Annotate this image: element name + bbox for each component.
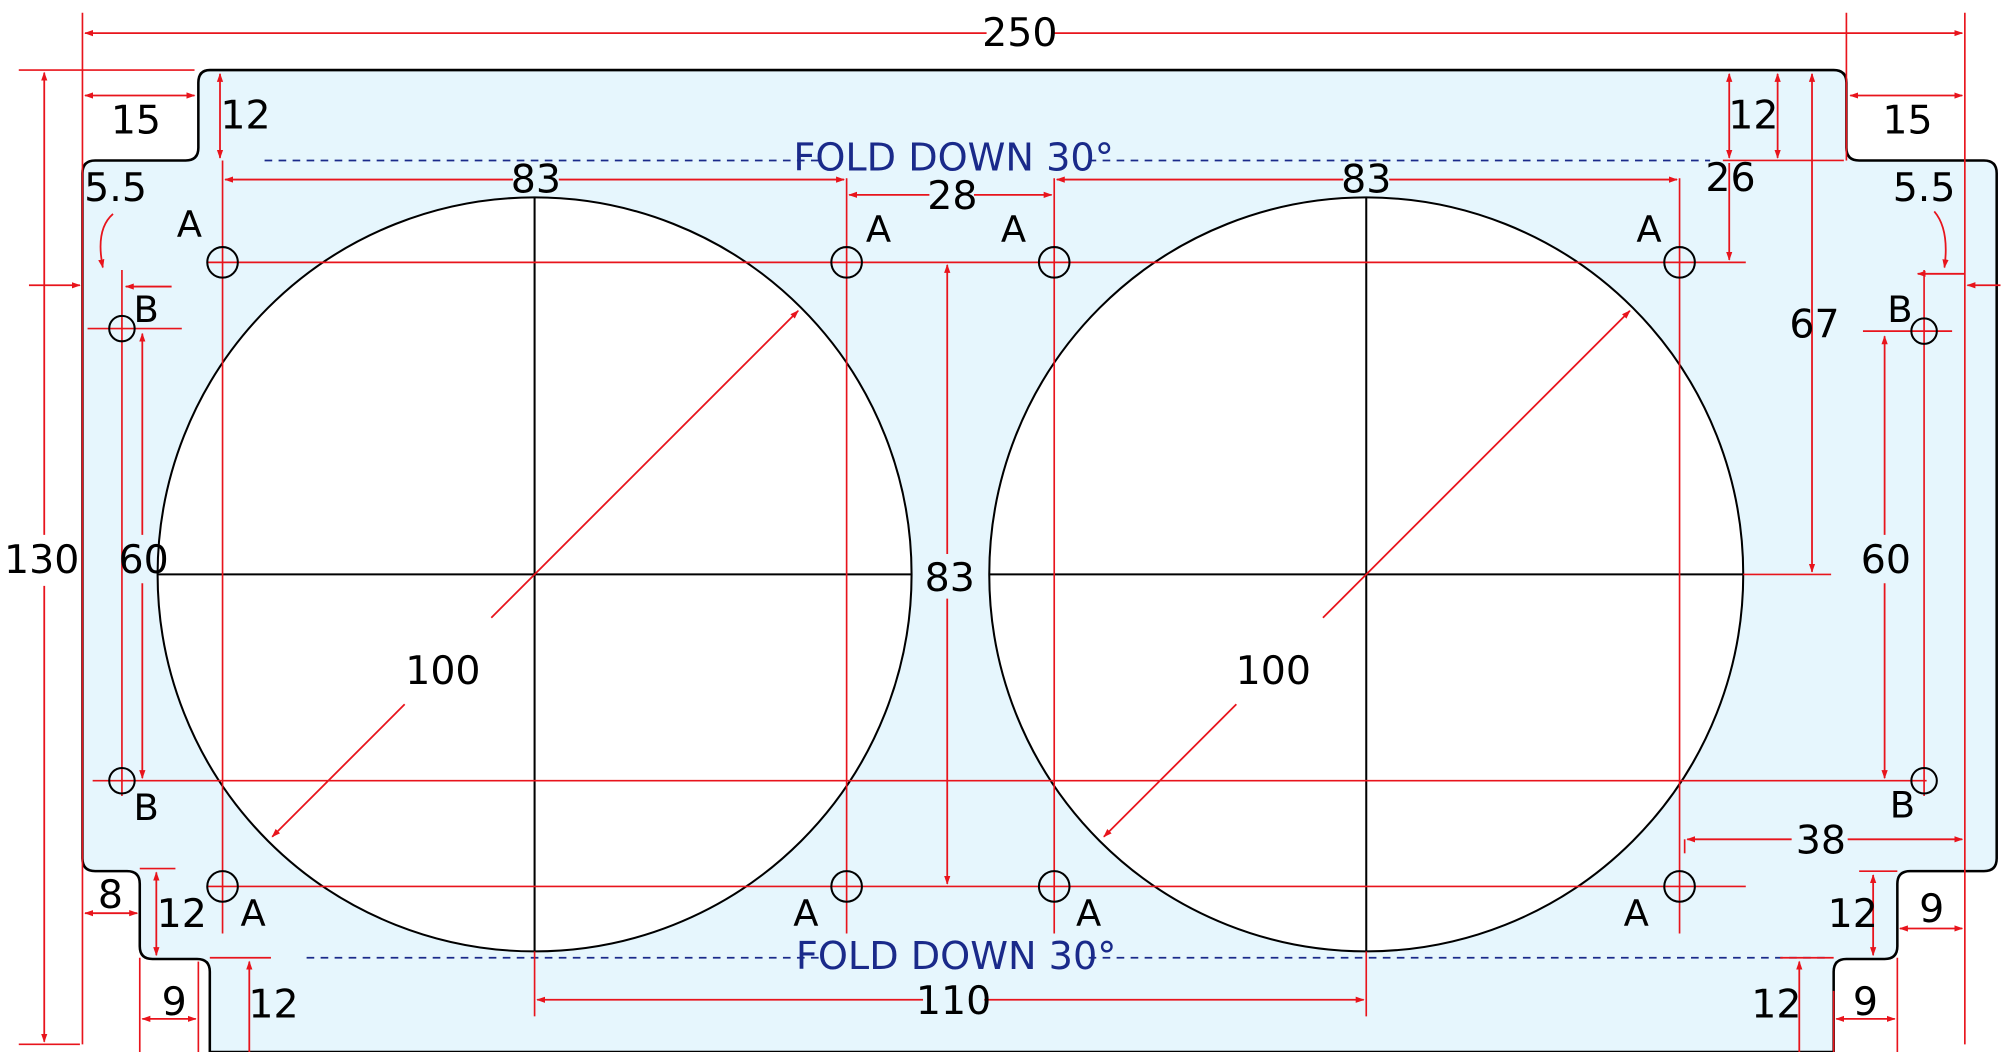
fold-label-top: FOLD DOWN 30°: [793, 137, 1113, 181]
dim-b-hole-spacing-left: 60: [118, 537, 168, 583]
label-b-3: B: [1887, 288, 1912, 331]
hole-a-5: [206, 870, 239, 903]
dim-b-hole-offset-right: 5.5: [1893, 165, 1956, 211]
dim-right-center-height: 67: [1789, 302, 1839, 348]
dim-overall-width: 250: [982, 10, 1057, 56]
hole-b-1: [108, 314, 136, 343]
hole-b-3: [1910, 317, 1938, 345]
label-a-2: A: [866, 208, 891, 251]
dim-bottom-left-step-height: 12: [157, 891, 207, 937]
b-hole-labels: B B B B: [133, 288, 1915, 829]
label-a-7: A: [1076, 892, 1101, 935]
label-a-5: A: [240, 892, 265, 935]
label-b-1: B: [133, 288, 158, 331]
dimension-arrows: [28, 29, 2001, 1052]
hole-b-2: [108, 766, 136, 795]
dim-top-tab-height-left: 12: [220, 93, 270, 139]
label-a-3: A: [1001, 208, 1026, 251]
dim-bottom-right-tab-height: 12: [1751, 982, 1801, 1028]
dim-bottom-left-tab-height: 12: [248, 982, 298, 1028]
dim-bottom-left-step-width: 8: [98, 872, 123, 918]
hole-a-2: [830, 246, 863, 279]
dim-b-hole-offset-left: 5.5: [84, 165, 147, 211]
dim-bottom-left-tab-width: 9: [162, 979, 187, 1025]
dim-fan-center-spacing: 110: [916, 978, 991, 1024]
hole-a-7: [1037, 870, 1071, 903]
hole-a-1: [206, 246, 239, 279]
hole-a-6: [830, 870, 863, 903]
dim-fan-diameter-left: 100: [405, 648, 480, 694]
dim-fan-diameter-right: 100: [1236, 648, 1311, 694]
label-a-1: A: [177, 203, 202, 246]
fold-lines: [264, 159, 1825, 959]
label-b-4: B: [1890, 784, 1915, 827]
dim-bottom-right-step-height: 12: [1828, 891, 1878, 937]
a-hole-labels: A A A A A A A A: [177, 203, 1662, 935]
hole-b-4: [1910, 766, 1938, 795]
dim-right-edge-to-a: 38: [1796, 817, 1846, 863]
label-a-8: A: [1624, 892, 1649, 935]
hole-a-8: [1663, 870, 1696, 903]
label-b-2: B: [133, 786, 158, 829]
dim-top-tab-offset-left: 15: [111, 98, 161, 144]
dim-bottom-right-tab-width: 9: [1853, 979, 1878, 1025]
fold-label-bottom: FOLD DOWN 30°: [796, 935, 1116, 979]
dim-top-tab-height-right: 12: [1728, 93, 1778, 139]
b-holes: [108, 314, 1938, 795]
dim-top-tab-offset-right: 15: [1882, 98, 1932, 144]
dim-a-hole-vertical-spacing: 83: [925, 555, 975, 601]
label-a-6: A: [793, 892, 818, 935]
dim-fan-a-hole-spacing-right: 83: [1341, 156, 1391, 202]
reference-lines: [18, 12, 1966, 1052]
dim-overall-height: 130: [4, 537, 79, 583]
dim-fan-a-hole-spacing-left: 83: [511, 156, 561, 202]
a-holes: [206, 246, 1696, 903]
dimension-values: 250 130 15 15 12 12 5.5 5.5 83 83 28 26 …: [4, 10, 1955, 1028]
dim-b-hole-spacing-right: 60: [1861, 537, 1911, 583]
label-a-4: A: [1636, 208, 1661, 251]
hole-a-3: [1037, 246, 1071, 279]
dim-bottom-right-step-width: 9: [1919, 886, 1944, 932]
dim-fan-gap: 28: [927, 173, 977, 219]
hole-a-4: [1663, 246, 1696, 279]
dim-a-hole-top-offset: 26: [1705, 155, 1755, 201]
